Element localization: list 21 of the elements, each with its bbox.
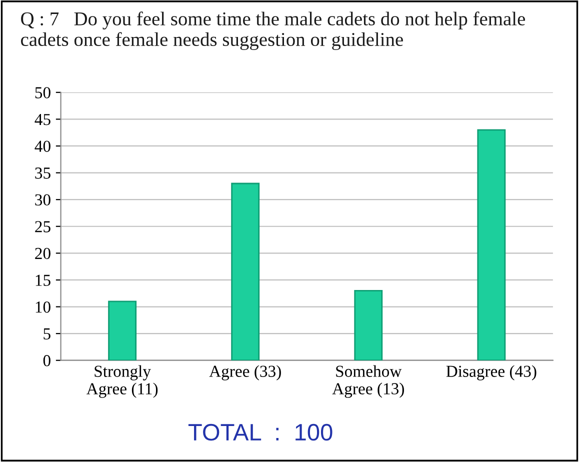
x-tick-label: Somehow Agree (13) [332, 365, 404, 398]
y-tick-label: 20 [35, 248, 50, 260]
text: TOTAL : 100 [188, 424, 332, 441]
x-tick-label: Disagree (43) [446, 365, 536, 380]
chart-title: Q : 7 Do you feel some time the male cadets do not help female cadets once female needs suggestion or guideline [21, 12, 525, 50]
y-tick-label: 25 [35, 221, 50, 232]
y-tick-label: 5 [44, 328, 50, 340]
y-tick-label: 0 [43, 355, 50, 366]
bar [108, 300, 137, 360]
bar [231, 182, 260, 360]
bar [354, 290, 383, 360]
y-tick-label: 35 [35, 168, 50, 179]
y-tick-label: 50 [35, 87, 50, 98]
y-tick-label: 30 [35, 194, 50, 206]
x-tick-label: Strongly Agree (11) [86, 365, 158, 398]
x-tick-label: Agree (33) [209, 365, 281, 380]
y-tick-label: 45 [34, 114, 50, 126]
y-tick-label: 10 [36, 301, 50, 313]
y-tick-label: 40 [34, 140, 50, 152]
y-tick-label: 15 [36, 274, 50, 286]
bar [477, 129, 506, 360]
